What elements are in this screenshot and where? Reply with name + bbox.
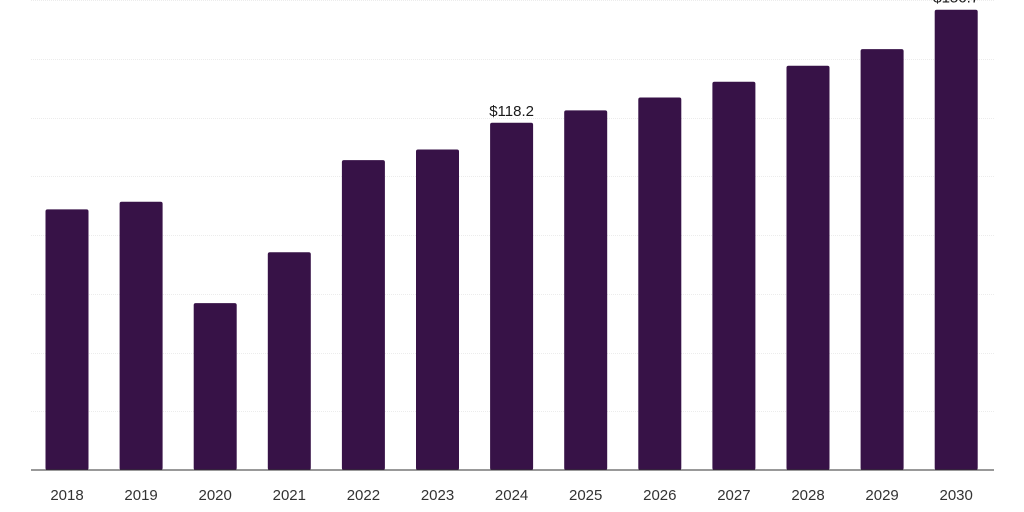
x-tick-label: 2029 <box>865 487 898 504</box>
bar-2029 <box>860 49 904 470</box>
x-tick-label: 2023 <box>421 487 454 504</box>
bar-2018 <box>45 209 89 470</box>
x-tick-label: 2019 <box>124 487 157 504</box>
bar-2028 <box>786 65 830 471</box>
bar-2019 <box>119 201 163 471</box>
x-tick-label: 2021 <box>273 487 306 504</box>
bar-2022 <box>341 160 385 470</box>
bar-2030 <box>934 9 978 470</box>
bar-2026 <box>638 97 682 470</box>
x-tick-label: 2025 <box>569 487 602 504</box>
x-tick-label: 2022 <box>347 487 380 504</box>
x-tick-label: 2027 <box>717 487 750 504</box>
x-tick-label: 2026 <box>643 487 676 504</box>
x-tick-labels: 2018 2019 2020 2021 2022 2023 2024 2025 2026 2027… <box>50 487 973 504</box>
data-label-2024: $118.2 <box>489 103 534 120</box>
bar-2023 <box>416 149 459 470</box>
x-tick-label: 2030 <box>940 487 973 504</box>
x-tick-label: 2018 <box>50 487 83 504</box>
bars <box>45 9 978 471</box>
x-tick-label: 2028 <box>791 487 824 504</box>
bar-2024 <box>490 122 534 471</box>
bar-2021 <box>267 252 311 470</box>
bar-2025 <box>564 110 608 471</box>
data-labels: $118.2 $156.7 <box>489 0 979 120</box>
bar-2020 <box>193 303 237 470</box>
data-label-2030: $156.7 <box>933 0 979 7</box>
x-tick-label: 2020 <box>199 487 232 504</box>
bar-2027 <box>712 81 756 470</box>
gridlines <box>31 0 994 412</box>
x-tick-label: 2024 <box>495 487 528 504</box>
